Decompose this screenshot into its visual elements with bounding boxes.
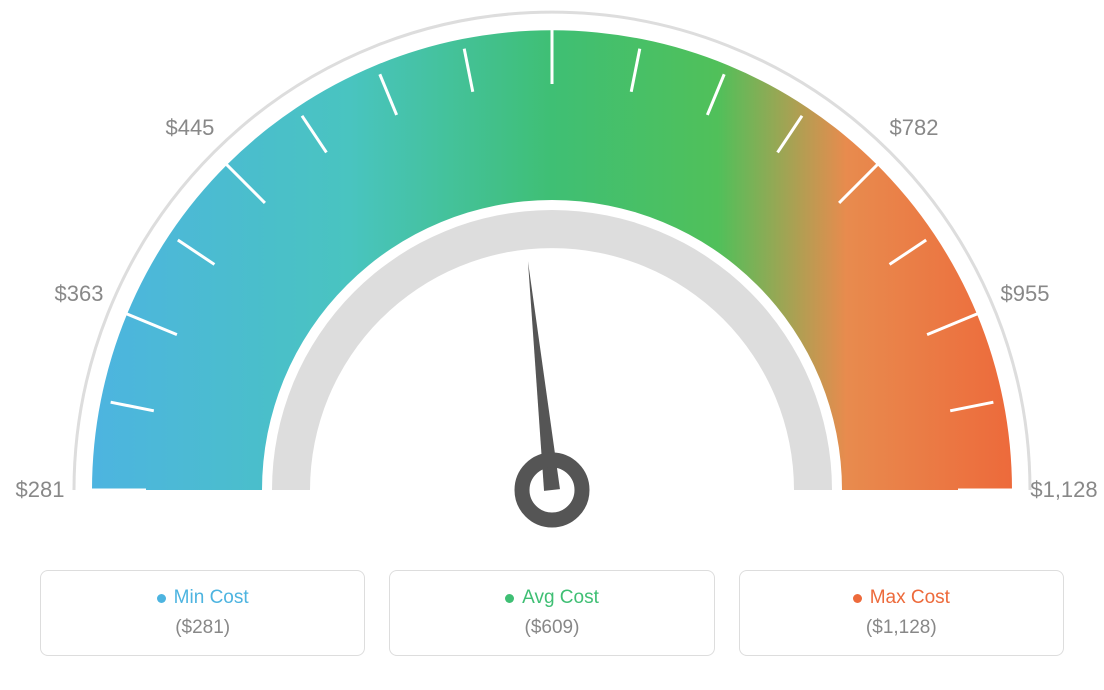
gauge-tick-label: $281 <box>16 477 65 503</box>
legend-avg: Avg Cost ($609) <box>389 570 714 656</box>
gauge-tick-label: $782 <box>890 115 939 141</box>
gauge-area: $281$363$445$609$782$955$1,128 <box>0 0 1104 560</box>
legend-min-value: ($281) <box>61 617 344 639</box>
gauge-tick-label: $955 <box>1001 281 1050 307</box>
legend-max-dot <box>853 594 862 603</box>
gauge-tick-label: $1,128 <box>1030 477 1097 503</box>
gauge-tick-label: $363 <box>54 281 103 307</box>
gauge-tick-label: $445 <box>165 115 214 141</box>
gauge-chart-container: $281$363$445$609$782$955$1,128 Min Cost … <box>0 0 1104 690</box>
legend-avg-label: Avg Cost <box>522 587 599 609</box>
legend-min-title-row: Min Cost <box>157 587 249 609</box>
legend-min-label: Min Cost <box>174 587 249 609</box>
legend-max: Max Cost ($1,128) <box>739 570 1064 656</box>
legend-avg-title-row: Avg Cost <box>505 587 599 609</box>
legend: Min Cost ($281) Avg Cost ($609) Max Cost… <box>0 570 1104 656</box>
gauge-svg <box>0 0 1104 560</box>
legend-max-title-row: Max Cost <box>853 587 950 609</box>
legend-min: Min Cost ($281) <box>40 570 365 656</box>
legend-avg-value: ($609) <box>410 617 693 639</box>
legend-max-label: Max Cost <box>870 587 950 609</box>
legend-max-value: ($1,128) <box>760 617 1043 639</box>
legend-avg-dot <box>505 594 514 603</box>
legend-min-dot <box>157 594 166 603</box>
